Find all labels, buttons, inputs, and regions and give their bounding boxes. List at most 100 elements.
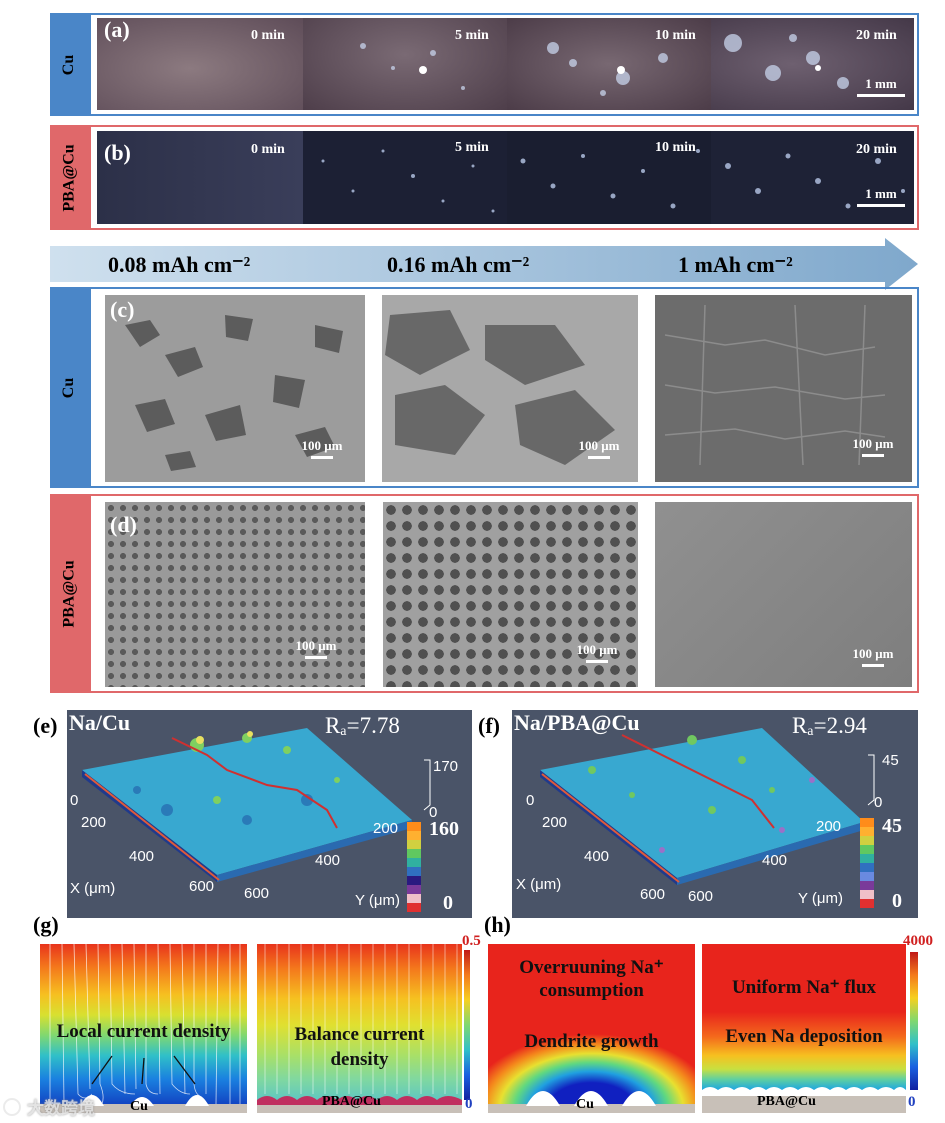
row-a-tile-2 — [507, 18, 711, 110]
panel-f-xlabel: X (μm) — [516, 876, 562, 893]
row-c-scale-2: 100 μm — [842, 436, 904, 457]
row-b-deposits — [321, 149, 905, 213]
row-c-side-label: Cu — [50, 287, 89, 488]
panel-e-ra: Rₐ=7.78 — [325, 713, 400, 738]
panel-f-ytick-400: 400 — [762, 852, 788, 869]
row-a-side-label: Cu — [50, 13, 89, 116]
row-b-side-label: PBA@Cu — [50, 125, 89, 230]
panel-g-label: (g) — [33, 912, 59, 937]
panel-f-title: Na/PBA@Cu — [514, 710, 640, 735]
panel-h-colorbar — [910, 952, 918, 1090]
panel-e-zero-left: 0 — [70, 792, 79, 809]
panel-e-ytick-200: 200 — [373, 820, 399, 837]
watermark: 大数跨境 — [3, 1094, 95, 1119]
panel-e-xtick-200: 200 — [81, 814, 107, 831]
row-c-frame — [89, 287, 919, 488]
panel-h-sim-right: Uniform Na⁺ flux Even Na deposition PBA@… — [702, 944, 906, 1113]
row-b-time-0: 0 min — [251, 142, 285, 157]
panel-g-right-text-1: Balance current — [294, 1024, 425, 1045]
row-a-time-0: 0 min — [251, 28, 285, 43]
row-d-scale-0: 100 μm — [285, 638, 347, 659]
panel-h-sim-left: Overruuning Na⁺ consumption Dendrite gro… — [488, 944, 695, 1113]
row-d-side-label: PBA@Cu — [50, 494, 89, 693]
panel-g-right-text-2: density — [330, 1049, 389, 1070]
panel-e-ylabel: Y (μm) — [355, 892, 401, 909]
panel-h-left-text-1: Overruuning Na⁺ — [519, 957, 664, 978]
panel-f-label: (f) — [478, 713, 500, 738]
panel-f-xtick-600: 600 — [640, 886, 666, 903]
panel-g-sim-right: Balance current density PBA@Cu — [257, 944, 462, 1113]
row-b-time-3: 20 min — [856, 142, 897, 157]
row-a-frame — [89, 13, 919, 116]
panel-f-ra: Rₐ=2.94 — [792, 713, 867, 738]
row-a-scale-bar: 1 mm — [855, 76, 907, 97]
panel-f-ytick-600: 600 — [688, 888, 714, 905]
panel-g-right-sub: PBA@Cu — [322, 1094, 381, 1109]
panel-h-right-text-1: Uniform Na⁺ flux — [731, 977, 877, 998]
panel-f-topography: Na/PBA@Cu Rₐ=2.94 45 0 0 200 400 600 X (… — [512, 710, 918, 918]
capacity-2: 1 mAh cm⁻² — [678, 252, 793, 277]
panel-f-xtick-400: 400 — [584, 848, 610, 865]
panel-g-cbar-max: 0.5 — [462, 933, 481, 949]
capacity-0: 0.08 mAh cm⁻² — [108, 252, 251, 277]
panel-g-left-text: Local current density — [56, 1021, 231, 1042]
panel-f-ytick-200: 200 — [816, 818, 842, 835]
panel-e-title: Na/Cu — [69, 710, 131, 735]
row-a-time-2: 10 min — [655, 28, 696, 43]
row-b-tile-1 — [303, 131, 507, 224]
row-a-tile-1 — [303, 18, 507, 110]
panel-e-topography: Na/Cu Rₐ=7.78 170 0 0 200 400 600 X (μm)… — [67, 710, 472, 918]
panel-g-cbar-min: 0 — [465, 1096, 473, 1112]
panel-h-right-text-2: Even Na deposition — [725, 1026, 883, 1047]
row-b-panel-label: (b) — [104, 140, 131, 165]
panel-f-zero-left: 0 — [526, 792, 535, 809]
panel-h-label: (h) — [484, 912, 511, 937]
panel-f-zbar-max: 45 — [882, 815, 902, 837]
watermark-logo-icon — [3, 1097, 21, 1116]
row-b-time-2: 10 min — [655, 140, 696, 155]
capacity-arrow — [50, 238, 918, 290]
row-b-tile-2 — [507, 131, 711, 224]
panel-f-ylabel: Y (μm) — [798, 890, 844, 907]
row-d-panel-label: (d) — [110, 512, 137, 537]
panel-h-cbar-max: 4000 — [903, 933, 933, 949]
panel-h-left-sub: Cu — [576, 1097, 594, 1112]
panel-h-cbar-min: 0 — [908, 1094, 916, 1110]
panel-f-zmax: 45 — [882, 752, 899, 769]
panel-h-left-text-2: consumption — [539, 980, 644, 1001]
row-d-sem-0 — [105, 502, 365, 687]
panel-f-zbar-min: 0 — [892, 890, 902, 912]
row-a-panel-label: (a) — [104, 17, 130, 42]
panel-e-xtick-600: 600 — [189, 878, 215, 895]
row-b-frame — [89, 125, 919, 230]
row-b-scale-bar: 1 mm — [855, 186, 907, 207]
row-b-tile-3 — [711, 131, 914, 224]
panel-f-zero-right: 0 — [874, 794, 883, 811]
panel-g-colorbar — [464, 950, 470, 1100]
panel-e-ytick-600: 600 — [244, 885, 270, 902]
panel-e-xtick-400: 400 — [129, 848, 155, 865]
row-c-scale-1: 100 μm — [568, 438, 630, 459]
row-d-scale-1: 100 μm — [566, 642, 628, 663]
panel-e-xlabel: X (μm) — [70, 880, 116, 897]
row-c-panel-label: (c) — [110, 297, 135, 322]
row-d-scale-2: 100 μm — [842, 646, 904, 667]
panel-e-zero-right: 0 — [429, 804, 438, 821]
row-a-tile-0 — [97, 18, 303, 110]
panel-f-xtick-200: 200 — [542, 814, 568, 831]
row-d-sem-2 — [655, 502, 912, 687]
panel-e-ytick-400: 400 — [315, 852, 341, 869]
row-b-time-1: 5 min — [455, 140, 489, 155]
panel-g-left-sub: Cu — [130, 1099, 148, 1113]
panel-h-right-sub: PBA@Cu — [757, 1094, 816, 1109]
panel-e-zbar-min: 0 — [443, 892, 453, 914]
row-a-time-3: 20 min — [856, 28, 897, 43]
row-a-deposits — [360, 34, 849, 96]
panel-e-label: (e) — [33, 713, 58, 738]
row-d-sem-1 — [383, 502, 638, 687]
capacity-1: 0.16 mAh cm⁻² — [387, 252, 530, 277]
row-d-frame — [89, 494, 919, 693]
panel-h-left-text-3: Dendrite growth — [524, 1031, 659, 1052]
row-c-texture — [125, 304, 886, 471]
row-c-scale-0: 100 μm — [291, 438, 353, 459]
